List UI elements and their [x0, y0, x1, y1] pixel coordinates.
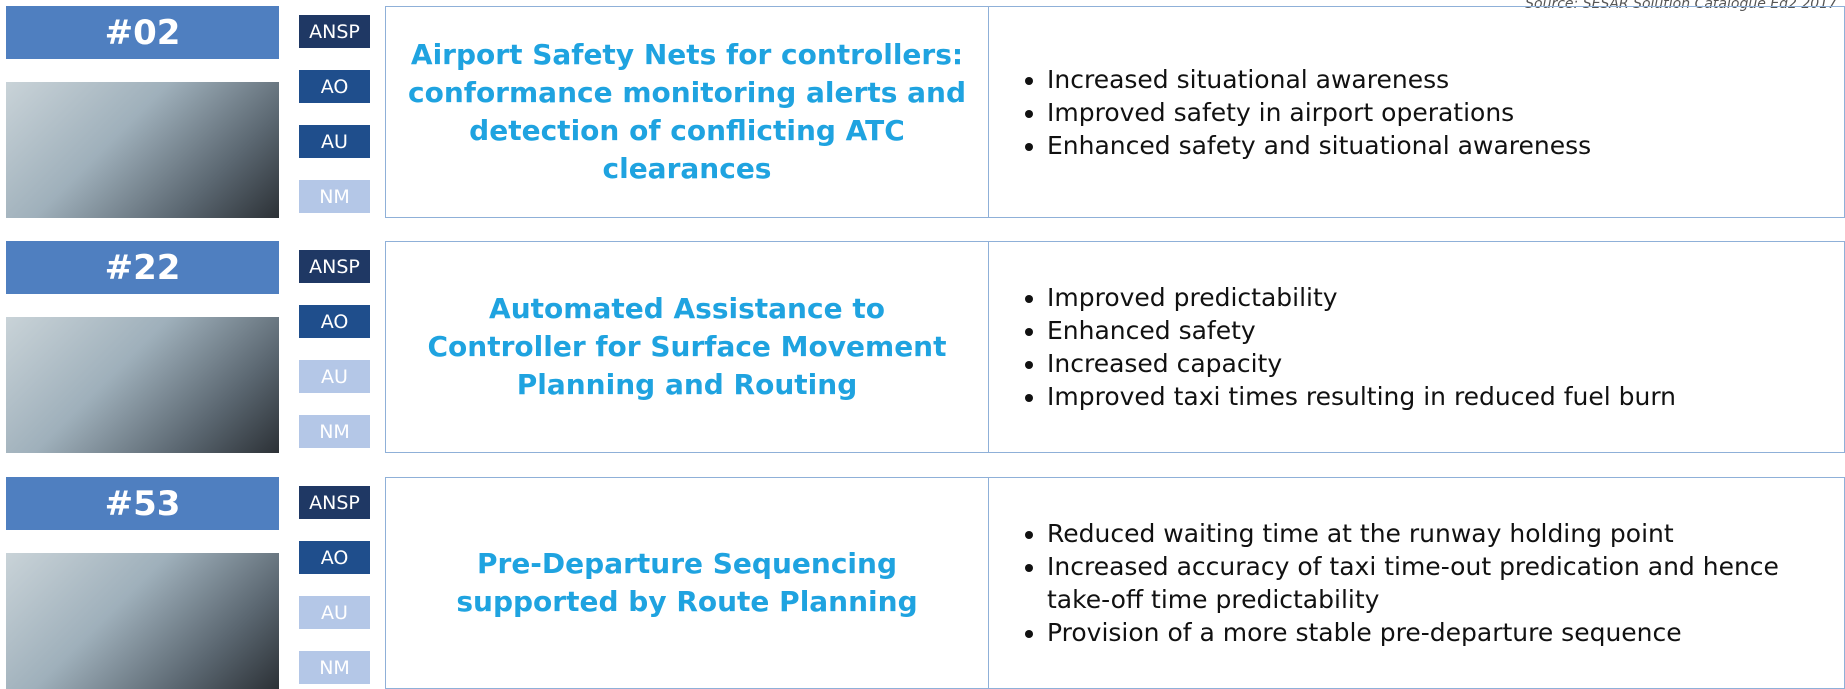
- stakeholder-tag: NM: [299, 651, 370, 684]
- stakeholder-tag: AU: [299, 125, 370, 158]
- stakeholder-tag: NM: [299, 180, 370, 213]
- solution-photo: [6, 553, 279, 689]
- benefits-list: Increased situational awarenessImproved …: [989, 63, 1611, 162]
- solution-id: #22: [6, 241, 279, 294]
- benefit-item: Improved safety in airport operations: [1047, 96, 1591, 129]
- benefit-item: Increased situational awareness: [1047, 63, 1591, 96]
- solution-title: Airport Safety Nets for controllers: con…: [385, 6, 989, 218]
- stakeholder-tag: AO: [299, 305, 370, 338]
- solution-row: #53 ANSP AO AU NM Pre-Departure Sequencing su…: [0, 477, 1845, 689]
- stakeholder-tag: AO: [299, 70, 370, 103]
- benefits-box: Improved predictabilityEnhanced safetyIn…: [989, 241, 1845, 453]
- solution-photo: [6, 317, 279, 453]
- benefits-box: Reduced waiting time at the runway holdi…: [989, 477, 1845, 689]
- stakeholder-tag: AU: [299, 596, 370, 629]
- stakeholder-tag: NM: [299, 415, 370, 448]
- benefit-item: Provision of a more stable pre-departure…: [1047, 616, 1824, 649]
- benefit-item: Enhanced safety and situational awarenes…: [1047, 129, 1591, 162]
- solution-title: Automated Assistance to Controller for S…: [385, 241, 989, 453]
- benefit-item: Increased capacity: [1047, 347, 1676, 380]
- solution-title: Pre-Departure Sequencing supported by Ro…: [385, 477, 989, 689]
- benefit-item: Improved predictability: [1047, 281, 1676, 314]
- benefit-item: Enhanced safety: [1047, 314, 1676, 347]
- stakeholder-tag: AU: [299, 360, 370, 393]
- benefits-box: Increased situational awarenessImproved …: [989, 6, 1845, 218]
- solution-row: #22 ANSP AO AU NM Automated Assistance to Con…: [0, 241, 1845, 453]
- solution-id: #02: [6, 6, 279, 59]
- stakeholder-tag: AO: [299, 541, 370, 574]
- solution-id: #53: [6, 477, 279, 530]
- benefits-list: Improved predictabilityEnhanced safetyIn…: [989, 281, 1696, 413]
- solution-row: #02 ANSP AO AU NM Airport Safety Nets for con…: [0, 6, 1845, 218]
- benefit-item: Improved taxi times resulting in reduced…: [1047, 380, 1676, 413]
- benefit-item: Increased accuracy of taxi time-out pred…: [1047, 550, 1824, 616]
- stakeholder-tag: ANSP: [299, 15, 370, 48]
- solution-photo: [6, 82, 279, 218]
- stakeholder-tag: ANSP: [299, 250, 370, 283]
- benefit-item: Reduced waiting time at the runway holdi…: [1047, 517, 1824, 550]
- benefits-list: Reduced waiting time at the runway holdi…: [989, 517, 1844, 649]
- stakeholder-tag: ANSP: [299, 486, 370, 519]
